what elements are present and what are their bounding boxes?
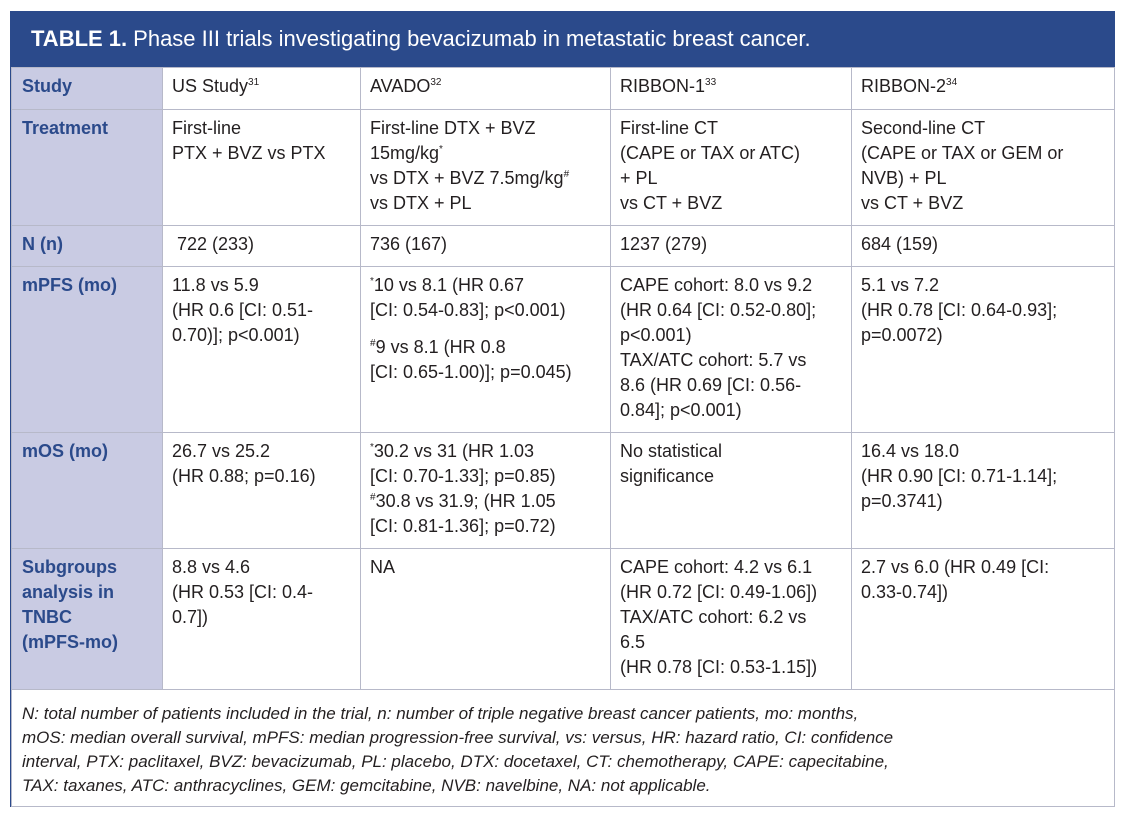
cell-n-avado: 736 (167) bbox=[360, 225, 611, 267]
cell-n-ribbon2: 684 (159) bbox=[851, 225, 1115, 267]
cell-subgroups-ribbon1: CAPE cohort: 4.2 vs 6.1 (HR 0.72 [CI: 0.… bbox=[610, 548, 852, 690]
table-row-subgroups: Subgroups analysis in TNBC (mPFS-mo) 8.8… bbox=[11, 548, 1115, 690]
row-header-n: N (n) bbox=[11, 225, 163, 267]
cell-mpfs-avado: *10 vs 8.1 (HR 0.67 [CI: 0.54-0.83]; p<0… bbox=[360, 266, 611, 433]
cell-mpfs-ribbon2: 5.1 vs 7.2 (HR 0.78 [CI: 0.64-0.93]; p=0… bbox=[851, 266, 1115, 433]
table-row-mos: mOS (mo) 26.7 vs 25.2 (HR 0.88; p=0.16) … bbox=[11, 432, 1115, 549]
table-label: TABLE 1. bbox=[31, 26, 128, 51]
cell-treatment-avado: First-line DTX + BVZ 15mg/kg* vs DTX + B… bbox=[360, 109, 611, 226]
cell-study-avado: AVADO32 bbox=[360, 67, 611, 110]
cell-treatment-ribbon2: Second-line CT (CAPE or TAX or GEM or NV… bbox=[851, 109, 1115, 226]
cell-mpfs-us: 11.8 vs 5.9 (HR 0.6 [CI: 0.51- 0.70)]; p… bbox=[162, 266, 361, 433]
cell-treatment-ribbon1: First-line CT (CAPE or TAX or ATC) + PL … bbox=[610, 109, 852, 226]
row-header-mpfs: mPFS (mo) bbox=[11, 266, 163, 433]
row-header-treatment: Treatment bbox=[11, 109, 163, 226]
cell-mpfs-ribbon1: CAPE cohort: 8.0 vs 9.2 (HR 0.64 [CI: 0.… bbox=[610, 266, 852, 433]
cell-mos-avado: *30.2 vs 31 (HR 1.03 [CI: 0.70-1.33]; p=… bbox=[360, 432, 611, 549]
table-row-study: Study US Study31 AVADO32 RIBBON-133 RIBB… bbox=[11, 67, 1115, 110]
cell-study-us: US Study31 bbox=[162, 67, 361, 110]
row-header-mos: mOS (mo) bbox=[11, 432, 163, 549]
cell-mos-ribbon2: 16.4 vs 18.0 (HR 0.90 [CI: 0.71-1.14]; p… bbox=[851, 432, 1115, 549]
row-header-subgroups: Subgroups analysis in TNBC (mPFS-mo) bbox=[11, 548, 163, 690]
table-row-mpfs: mPFS (mo) 11.8 vs 5.9 (HR 0.6 [CI: 0.51-… bbox=[11, 266, 1115, 433]
table-row-treatment: Treatment First-line PTX + BVZ vs PTX Fi… bbox=[11, 109, 1115, 226]
table-row-n: N (n) 722 (233) 736 (167) 1237 (279) 684… bbox=[11, 225, 1115, 267]
cell-subgroups-us: 8.8 vs 4.6 (HR 0.53 [CI: 0.4- 0.7]) bbox=[162, 548, 361, 690]
table-title: TABLE 1. Phase III trials investigating … bbox=[11, 12, 1114, 67]
row-header-study: Study bbox=[11, 67, 163, 110]
cell-subgroups-ribbon2: 2.7 vs 6.0 (HR 0.49 [CI: 0.33-0.74]) bbox=[851, 548, 1115, 690]
cell-n-us: 722 (233) bbox=[162, 225, 361, 267]
table-frame: TABLE 1. Phase III trials investigating … bbox=[10, 11, 1115, 807]
cell-n-ribbon1: 1237 (279) bbox=[610, 225, 852, 267]
cell-mos-ribbon1: No statistical significance bbox=[610, 432, 852, 549]
cell-treatment-us: First-line PTX + BVZ vs PTX bbox=[162, 109, 361, 226]
cell-mos-us: 26.7 vs 25.2 (HR 0.88; p=0.16) bbox=[162, 432, 361, 549]
table-footnote: N: total number of patients included in … bbox=[11, 689, 1115, 807]
cell-subgroups-avado: NA bbox=[360, 548, 611, 690]
cell-study-ribbon2: RIBBON-234 bbox=[851, 67, 1115, 110]
table-caption: Phase III trials investigating bevacizum… bbox=[133, 26, 811, 51]
cell-study-ribbon1: RIBBON-133 bbox=[610, 67, 852, 110]
trials-table: Study US Study31 AVADO32 RIBBON-133 RIBB… bbox=[11, 67, 1115, 807]
table-row-footnote: N: total number of patients included in … bbox=[11, 689, 1115, 807]
